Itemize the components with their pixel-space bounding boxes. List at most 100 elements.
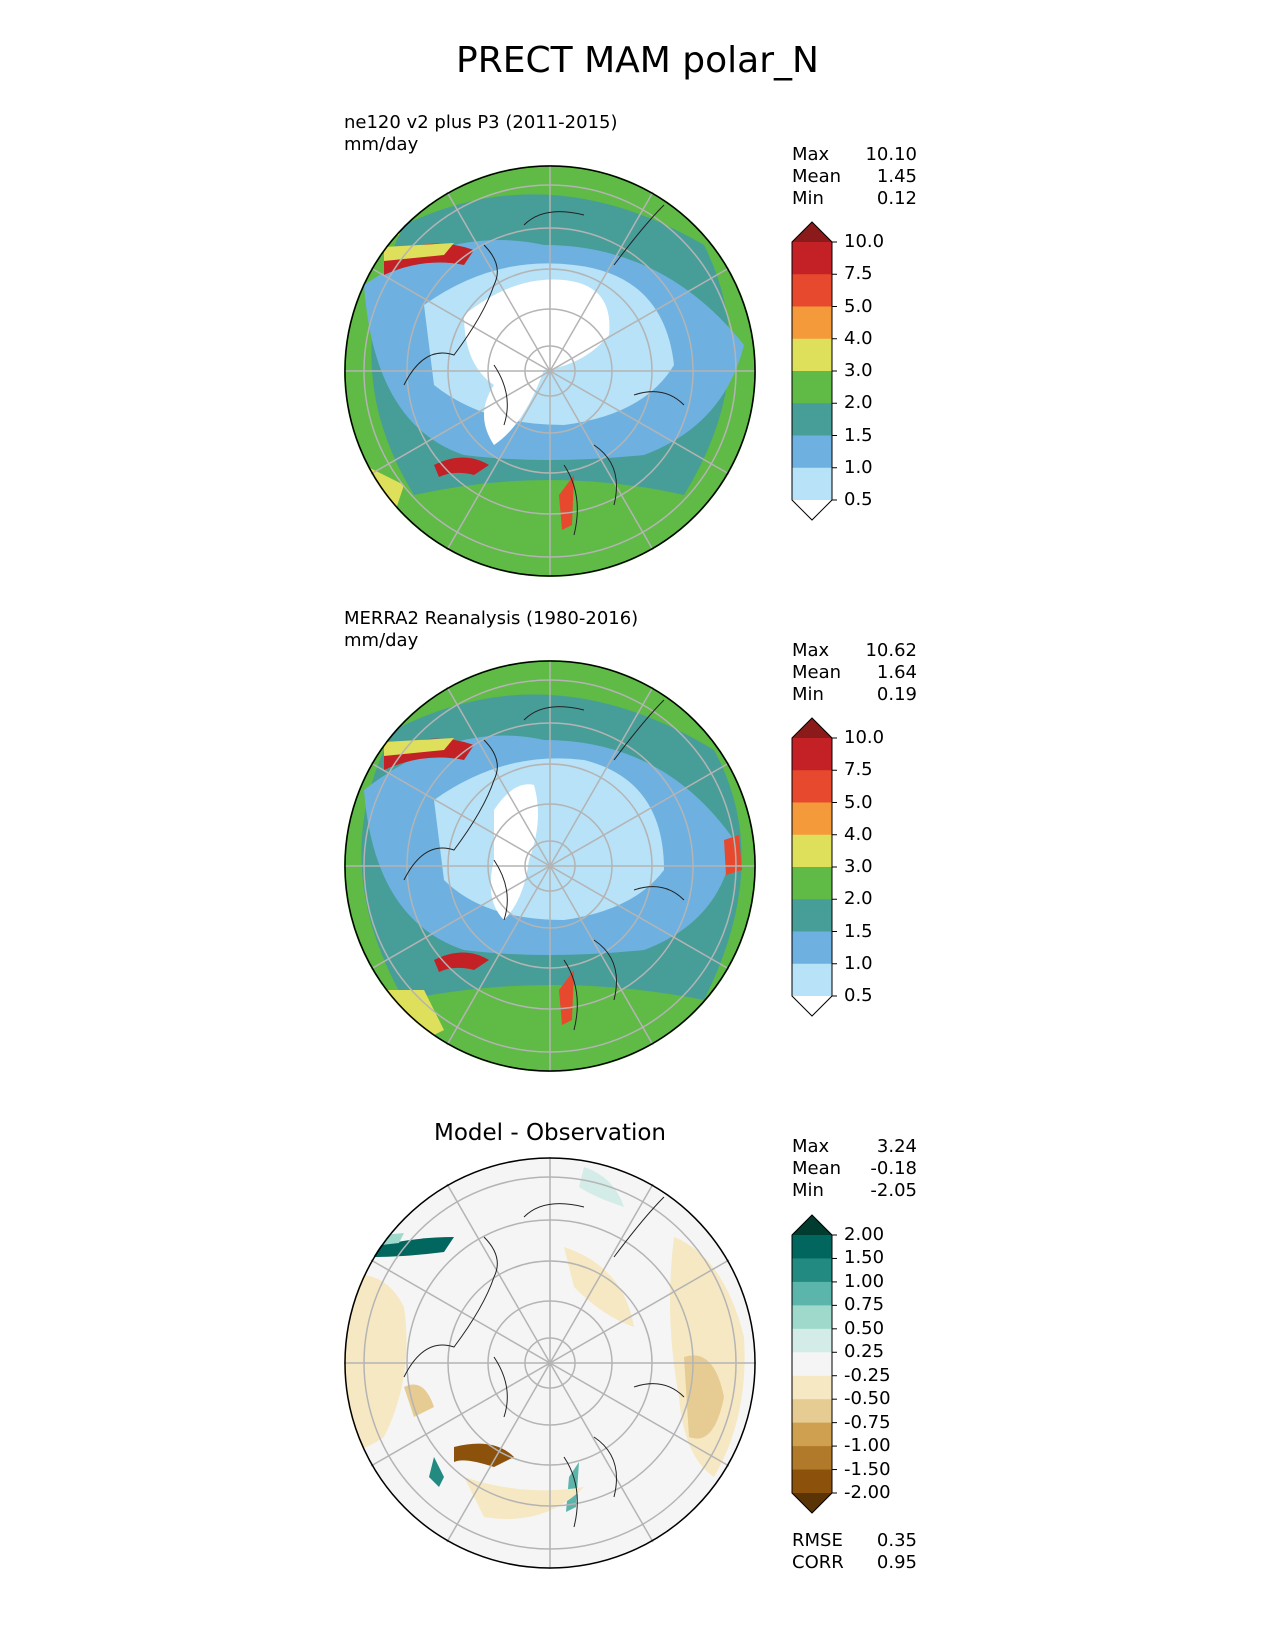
colorbar-swatch: [792, 1281, 832, 1306]
colorbar-swatch: [792, 802, 832, 836]
obs-polar-map: [344, 660, 756, 1072]
colorbar-tick-label: 2.0: [844, 392, 873, 414]
stat-value: 3.24: [876, 1136, 917, 1157]
colorbar-tick-label: -0.50: [844, 1388, 891, 1410]
colorbar-swatch: [792, 500, 832, 520]
colorbar-swatch: [792, 867, 832, 900]
colorbar-swatch: [792, 338, 832, 372]
diff-colorbar: [791, 1214, 837, 1514]
stat-label: Max: [792, 144, 830, 165]
metric-label: CORR: [792, 1552, 844, 1573]
colorbar-tick-label: -1.00: [844, 1435, 891, 1457]
colorbar-swatch: [792, 1493, 832, 1513]
colorbar-tick-label: 5.0: [844, 295, 873, 317]
stat-label: Min: [792, 1180, 824, 1201]
colorbar-tick-label: 1.5: [844, 424, 873, 446]
colorbar-tick-label: 0.75: [844, 1294, 885, 1316]
colorbar-swatch: [792, 222, 832, 242]
model-subtitle: ne120 v2 plus P3 (2011-2015): [344, 112, 618, 133]
model-colorbar: [791, 221, 837, 521]
colorbar-swatch: [792, 834, 832, 868]
page-title: PRECT MAM polar_N: [456, 40, 819, 81]
stat-label: Min: [792, 188, 824, 209]
colorbar-swatch: [792, 306, 832, 340]
stat-value: 0.19: [876, 684, 917, 705]
stat-value: -2.05: [870, 1180, 917, 1201]
stat-value: -0.18: [870, 1158, 917, 1179]
colorbar-tick-label: -1.50: [844, 1458, 891, 1480]
colorbar-tick-label: -0.75: [844, 1411, 891, 1433]
stat-value: 1.45: [876, 166, 917, 187]
metric-value: 0.35: [876, 1530, 917, 1551]
colorbar-tick-label: 4.0: [844, 327, 873, 349]
colorbar-tick-label: 7.5: [844, 759, 873, 781]
colorbar-tick-label: 1.0: [844, 952, 873, 974]
colorbar-swatch: [792, 467, 832, 501]
metric-value: 0.95: [876, 1552, 917, 1573]
stat-label: Mean: [792, 662, 842, 683]
colorbar-swatch: [792, 931, 832, 965]
obs-stats: Max 10.62 Mean 1.64 Min 0.19: [792, 640, 917, 706]
colorbar-swatch: [792, 1375, 832, 1400]
colorbar-swatch: [792, 996, 832, 1016]
colorbar-swatch: [792, 770, 832, 803]
metric-label: RMSE: [792, 1530, 843, 1551]
colorbar-tick-label: 10.0: [844, 727, 885, 748]
colorbar-tick-label: 1.0: [844, 456, 873, 478]
colorbar-swatch: [792, 1215, 832, 1235]
colorbar-swatch: [792, 1446, 832, 1471]
colorbar-tick-label: 10.0: [844, 231, 885, 252]
stat-value: 1.64: [876, 662, 917, 683]
model-units: mm/day: [344, 134, 419, 155]
colorbar-swatch: [792, 963, 832, 997]
colorbar-swatch: [792, 1305, 832, 1330]
colorbar-tick-label: 3.0: [844, 856, 873, 877]
colorbar-swatch: [792, 738, 832, 771]
colorbar-tick-label: 4.0: [844, 823, 873, 845]
colorbar-tick-label: 1.00: [844, 1270, 885, 1292]
colorbar-swatch: [792, 435, 832, 469]
colorbar-tick-label: 0.5: [844, 489, 873, 510]
diff-metrics: RMSE 0.35 CORR 0.95: [792, 1530, 917, 1574]
colorbar-tick-label: 3.0: [844, 360, 873, 381]
stat-value: 10.10: [865, 144, 917, 165]
diff-stats: Max 3.24 Mean -0.18 Min -2.05: [792, 1136, 917, 1202]
colorbar-swatch: [792, 1352, 832, 1377]
stat-value: 0.12: [876, 188, 917, 209]
stat-label: Max: [792, 640, 830, 661]
colorbar-swatch: [792, 1422, 832, 1447]
stat-label: Mean: [792, 166, 842, 187]
colorbar-swatch: [792, 899, 832, 932]
colorbar-tick-label: 2.00: [844, 1224, 885, 1245]
obs-units: mm/day: [344, 630, 419, 651]
colorbar-swatch: [792, 1258, 832, 1283]
model-stats: Max 10.10 Mean 1.45 Min 0.12: [792, 144, 917, 210]
colorbar-swatch: [792, 274, 832, 307]
colorbar-swatch: [792, 371, 832, 404]
obs-colorbar: [791, 717, 837, 1017]
colorbar-tick-label: 5.0: [844, 791, 873, 813]
stat-label: Mean: [792, 1158, 842, 1179]
colorbar-tick-label: 1.50: [844, 1247, 885, 1269]
obs-subtitle: MERRA2 Reanalysis (1980-2016): [344, 608, 639, 629]
colorbar-tick-label: 2.0: [844, 888, 873, 910]
colorbar-swatch: [792, 1469, 832, 1494]
colorbar-tick-label: 0.25: [844, 1341, 885, 1363]
colorbar-tick-label: -2.00: [844, 1482, 891, 1503]
colorbar-swatch: [792, 1399, 832, 1424]
diff-polar-map: [344, 1157, 756, 1569]
colorbar-tick-label: 1.5: [844, 920, 873, 942]
colorbar-tick-label: 7.5: [844, 263, 873, 285]
diff-title: Model - Observation: [433, 1120, 667, 1146]
stat-label: Max: [792, 1136, 830, 1157]
colorbar-swatch: [792, 403, 832, 436]
colorbar-tick-label: -0.25: [844, 1364, 891, 1386]
colorbar-swatch: [792, 718, 832, 738]
model-polar-map: [344, 165, 756, 577]
colorbar-swatch: [792, 242, 832, 275]
colorbar-tick-label: 0.5: [844, 985, 873, 1006]
stat-label: Min: [792, 684, 824, 705]
colorbar-swatch: [792, 1328, 832, 1353]
colorbar-swatch: [792, 1235, 832, 1259]
colorbar-tick-label: 0.50: [844, 1317, 885, 1339]
